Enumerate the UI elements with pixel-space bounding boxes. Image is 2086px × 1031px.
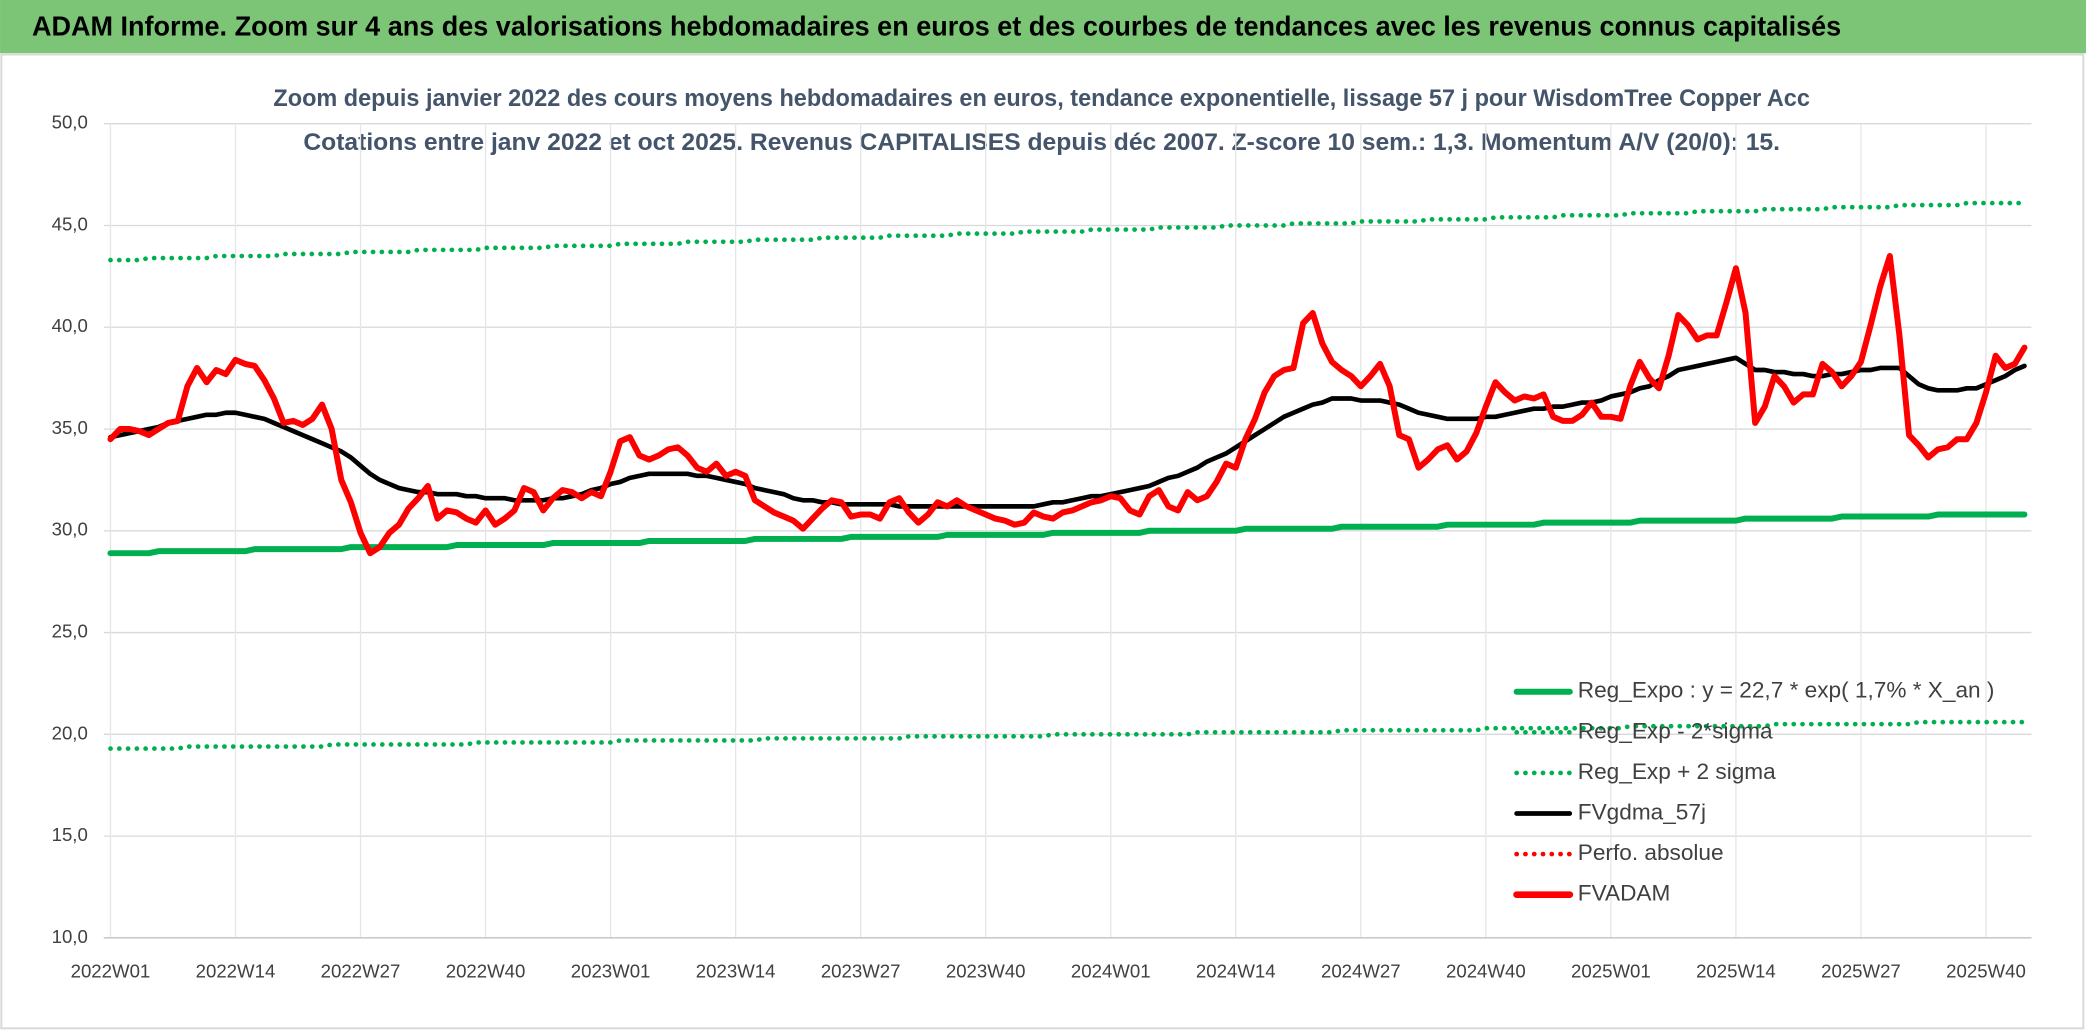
x-tick-label: 2025W01 (1571, 960, 1651, 981)
y-tick-label: 50,0 (52, 112, 88, 133)
series-line (107, 511, 2028, 557)
legend-label: Reg_Expo : y = 22,7 * exp( 1,7% * X_an ) (1578, 678, 1995, 703)
legend-label: Reg_Exp + 2 sigma (1578, 759, 1776, 784)
x-tick-label: 2024W40 (1446, 960, 1526, 981)
legend-label: Perfo. absolue (1578, 840, 1724, 865)
x-tick-label: 2024W27 (1321, 960, 1401, 981)
x-tick-label: 2023W40 (946, 960, 1026, 981)
y-tick-label: 25,0 (52, 620, 88, 641)
x-tick-label: 2022W40 (446, 960, 526, 981)
legend-label: Reg_Exp - 2*sigma (1578, 718, 1773, 743)
y-tick-label: 30,0 (52, 519, 88, 540)
y-tick-label: 10,0 (52, 926, 88, 947)
y-tick-label: 40,0 (52, 315, 88, 336)
series-line (107, 253, 2028, 557)
x-tick-label: 2025W40 (1946, 960, 2026, 981)
plot (107, 200, 2028, 751)
x-tick-label: 2025W14 (1696, 960, 1776, 981)
x-tick-label: 2023W14 (696, 960, 776, 981)
y-tick-label: 45,0 (52, 213, 88, 234)
series-line (108, 200, 2027, 263)
x-tick-label: 2023W27 (821, 960, 901, 981)
series-line (108, 719, 2027, 751)
x-tick-label: 2022W14 (196, 960, 276, 981)
chart-title: Zoom depuis janvier 2022 des cours moyen… (273, 85, 1810, 112)
legend: Reg_Expo : y = 22,7 * exp( 1,7% * X_an )… (1513, 678, 1995, 906)
legend-label: FVgdma_57j (1578, 799, 1706, 824)
grid: 10,0 15,0 20,0 25,0 30,0 35,0 40,0 45,0 50,0 2022… (52, 112, 2032, 981)
x-tick-label: 2022W27 (321, 960, 401, 981)
x-tick-label: 2024W14 (1196, 960, 1276, 981)
chart-frame (0, 53, 2085, 1030)
x-tick-label: 2023W01 (571, 960, 651, 981)
chart-subtitle: Cotations entre janv 2022 et oct 2025. R… (303, 129, 1780, 156)
y-tick-label: 20,0 (52, 722, 88, 743)
x-tick-label: 2025W27 (1821, 960, 1901, 981)
x-tick-label: 2022W01 (71, 960, 151, 981)
legend-label: FVADAM (1578, 881, 1671, 906)
y-tick-label: 35,0 (52, 417, 88, 438)
x-tick-label: 2024W01 (1071, 960, 1151, 981)
y-tick-label: 15,0 (52, 824, 88, 845)
page-title: ADAM Informe. Zoom sur 4 ans des valoris… (32, 10, 1841, 41)
banner (0, 0, 2086, 54)
